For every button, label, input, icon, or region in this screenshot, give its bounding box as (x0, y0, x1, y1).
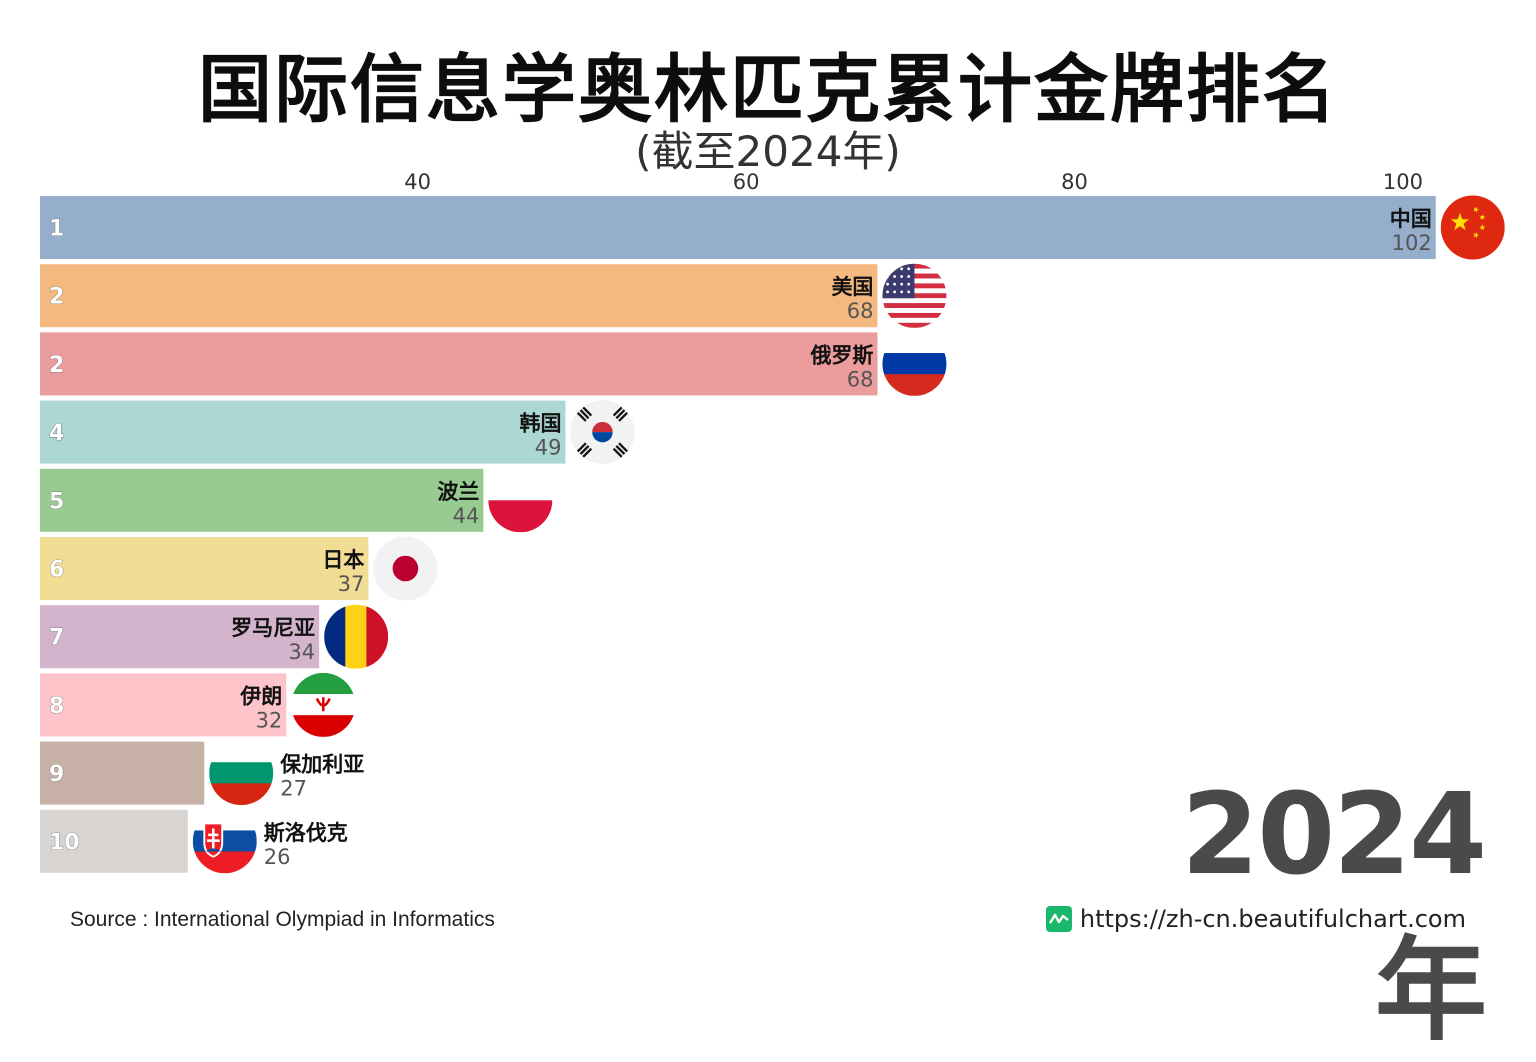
romania-flag-icon (324, 604, 389, 669)
value-label: 27 (280, 777, 307, 801)
rank-label: 10 (49, 830, 80, 855)
chart-title: 国际信息学奥林匹克累计金牌排名 (198, 47, 1338, 133)
bars (40, 196, 1436, 873)
value-label: 102 (1392, 231, 1432, 255)
slovakia-flag-icon (192, 809, 257, 874)
x-tick-label: 60 (733, 170, 760, 194)
rank-label: 4 (49, 421, 64, 446)
country-name-label: 中国 (1390, 207, 1432, 231)
poland-flag-icon (488, 468, 553, 533)
bar (40, 400, 566, 464)
country-name-label: 波兰 (437, 480, 479, 504)
value-label: 68 (847, 299, 874, 323)
country-name-label: 美国 (831, 275, 873, 299)
country-name-label: 日本 (322, 548, 364, 572)
value-label: 44 (453, 504, 480, 528)
chart-line-icon (1045, 906, 1072, 932)
china-flag-icon (1440, 195, 1505, 260)
value-label: 32 (256, 708, 283, 732)
country-name-label: 韩国 (519, 412, 561, 436)
country-name-label: 保加利亚 (279, 753, 364, 777)
rank-label: 2 (49, 285, 64, 310)
iran-flag-icon (291, 672, 356, 737)
japan-flag-icon (373, 536, 438, 601)
x-tick-label: 40 (404, 170, 431, 194)
bar (40, 196, 1436, 259)
country-name-label: 伊朗 (239, 684, 282, 708)
bar (40, 468, 484, 532)
bar (40, 605, 320, 669)
rank-label: 1 (49, 217, 64, 242)
bulgaria-flag-icon (209, 741, 274, 806)
value-label: 49 (535, 436, 562, 460)
rank-label: 2 (49, 353, 64, 378)
value-label: 26 (264, 845, 291, 869)
website-url: https://zh-cn.beautifulchart.com (1079, 905, 1466, 933)
bar (40, 264, 878, 328)
value-label: 37 (338, 572, 365, 596)
rank-label: 5 (49, 489, 64, 514)
rank-label: 8 (49, 694, 64, 719)
bar (40, 809, 188, 873)
value-label: 34 (288, 640, 315, 664)
website-link[interactable]: https://zh-cn.beautifulchart.com (1045, 905, 1466, 933)
russia-flag-icon (882, 331, 947, 396)
country-name-label: 斯洛伐克 (264, 821, 348, 845)
x-tick-label: 100 (1383, 170, 1423, 194)
rank-label: 7 (49, 626, 64, 651)
bar (40, 332, 878, 396)
rank-label: 9 (49, 762, 64, 787)
bar (40, 537, 369, 600)
country-name-label: 俄罗斯 (809, 343, 873, 367)
chart-subtitle: (截至2024年) (635, 127, 901, 176)
rank-label: 6 (49, 558, 64, 583)
x-tick-label: 80 (1061, 170, 1088, 194)
bar (40, 673, 287, 737)
source-note: Source : International Olympiad in Infor… (70, 908, 495, 931)
bar (40, 741, 205, 805)
flags (192, 195, 1505, 874)
usa-flag-icon (882, 263, 947, 328)
value-label: 68 (847, 367, 874, 391)
country-name-label: 罗马尼亚 (231, 616, 315, 640)
south-korea-flag-icon (570, 400, 635, 465)
